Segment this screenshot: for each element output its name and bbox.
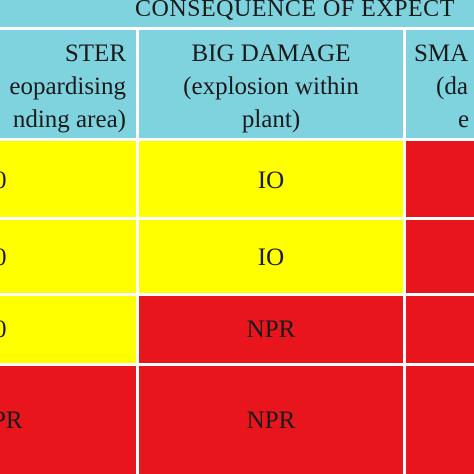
row4-cell-big-damage — [139, 366, 403, 474]
column-header-big-damage-line3: plant) — [241, 106, 301, 133]
row3-value-big-damage: NPR — [246, 316, 296, 343]
row1-cell-disaster — [0, 141, 136, 217]
column-header-big-damage: BIG DAMAGE (explosion within plant) — [139, 37, 403, 136]
row2-value-big-damage: IO — [257, 244, 285, 271]
row3-cell-small — [406, 296, 474, 363]
row4-cell-small — [406, 366, 474, 474]
column-header-disaster-line2: eopardising — [9, 73, 126, 100]
column-header-small-line1: SMA — [414, 40, 469, 67]
row1-cell-big-damage — [139, 141, 403, 217]
column-header-big-damage-line1: BIG DAMAGE — [191, 40, 351, 67]
column-header-small-line3: e — [458, 106, 470, 133]
column-header-disaster-line1: STER — [64, 40, 126, 67]
column-header-small-line2: (da — [436, 73, 468, 100]
row2-value-disaster: 0 — [0, 244, 7, 271]
column-header-disaster: STER eopardising nding area) — [0, 37, 126, 136]
row4-cell-disaster — [0, 366, 136, 474]
row3-value-disaster: 0 — [0, 316, 7, 343]
row4-value-disaster: PR — [0, 407, 23, 434]
row1-cell-small — [406, 141, 474, 217]
grid-line-col1 — [136, 27, 139, 474]
grid-line-col2 — [403, 27, 406, 474]
row3-cell-big-damage — [139, 296, 403, 363]
row3-cell-disaster — [0, 296, 136, 363]
column-header-disaster-line3: nding area) — [12, 106, 126, 133]
row1-value-big-damage: IO — [257, 167, 285, 194]
row4-value-big-damage: NPR — [246, 407, 296, 434]
row2-cell-disaster — [0, 220, 136, 293]
row2-cell-small — [406, 220, 474, 293]
row2-cell-big-damage — [139, 220, 403, 293]
column-header-small: SMA (da e — [414, 37, 474, 136]
grid-line-header-bottom — [0, 138, 474, 141]
grid-line-header-top — [0, 27, 474, 30]
column-header-big-damage-line2: (explosion within — [183, 73, 359, 100]
group-header-title: CONSEQUENCE OF EXPECT — [135, 0, 455, 22]
row1-value-disaster: 0 — [0, 167, 7, 194]
header-band — [0, 0, 474, 138]
